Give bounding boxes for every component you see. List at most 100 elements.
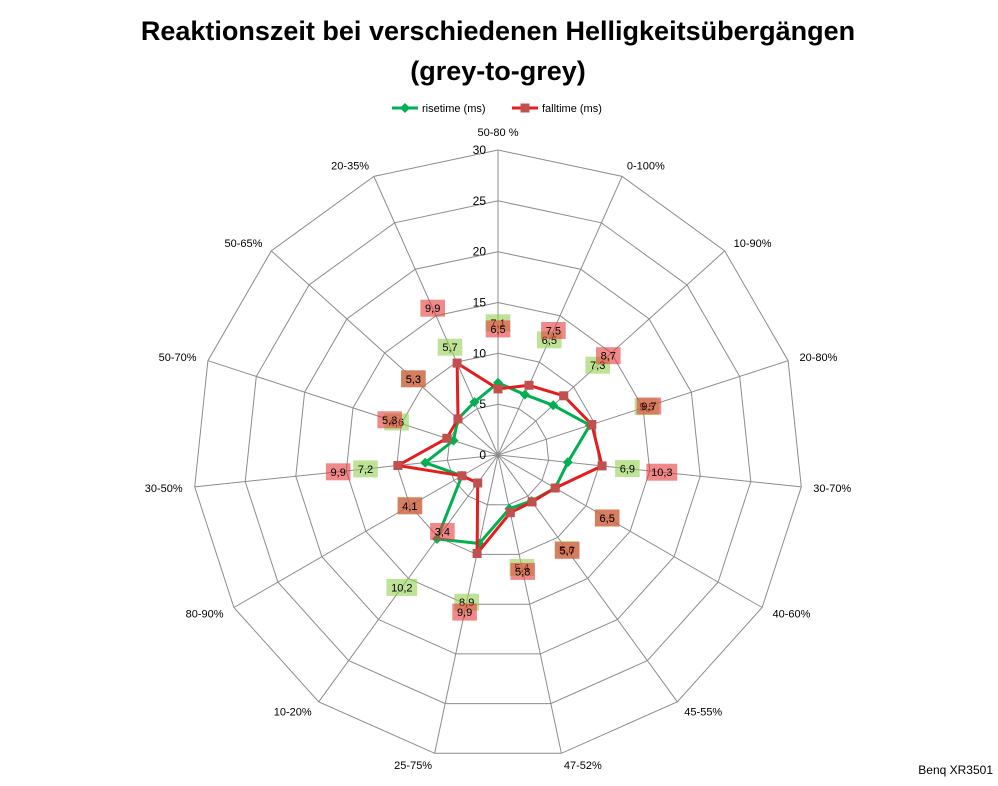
data-label-box xyxy=(401,370,426,388)
data-label-falltime: 4,1 xyxy=(397,497,423,515)
data-point-falltime xyxy=(453,414,463,424)
data-label-box xyxy=(377,411,402,429)
data-label-box xyxy=(397,497,423,515)
grid-ring xyxy=(194,149,802,754)
data-label-value: 4,1 xyxy=(402,501,417,513)
legend-item-risetime: risetime (ms) xyxy=(392,103,486,115)
data-point-risetime xyxy=(548,400,559,411)
data-labels: 7,16,57,39,56,96,55,65,48,910,24,17,24,6… xyxy=(325,299,678,621)
data-label-falltime: 5,3 xyxy=(401,370,426,388)
data-label-box xyxy=(636,397,662,415)
grid-spoke xyxy=(233,454,499,608)
data-label-box xyxy=(386,578,418,596)
data-label-box xyxy=(615,460,640,478)
category-label: 50-70% xyxy=(159,352,197,364)
category-label: 10-90% xyxy=(734,238,772,250)
data-point-falltime xyxy=(473,478,483,488)
category-label: 47-52% xyxy=(564,760,602,772)
data-point-falltime xyxy=(452,358,462,368)
series-falltime xyxy=(393,358,607,558)
data-point-falltime xyxy=(550,483,560,493)
data-label-box xyxy=(555,541,580,559)
radial-tick-label: 10 xyxy=(473,346,487,360)
data-point-falltime xyxy=(524,380,534,390)
data-point-risetime xyxy=(562,457,573,468)
data-label-value: 10,2 xyxy=(391,582,412,594)
data-label-falltime: 6,5 xyxy=(594,509,620,527)
grid-ring xyxy=(396,352,600,555)
data-label-box xyxy=(353,460,378,478)
radial-tick-label: 20 xyxy=(473,245,487,259)
data-label-falltime: 5,7 xyxy=(555,541,580,559)
data-label-value: 9,7 xyxy=(641,401,656,413)
data-label-value: 9,9 xyxy=(457,607,472,619)
data-point-risetime xyxy=(519,389,530,400)
data-label-risetime: 7,2 xyxy=(353,460,378,478)
data-label-box xyxy=(594,509,620,527)
category-label: 0-100% xyxy=(627,160,665,172)
category-label: 20-35% xyxy=(331,160,369,172)
data-label-box xyxy=(485,320,511,338)
radial-tick-label: 0 xyxy=(479,448,486,462)
data-point-falltime xyxy=(493,384,503,394)
category-label: 50-65% xyxy=(224,238,262,250)
category-label: 80-90% xyxy=(186,609,224,621)
radar-grid xyxy=(194,149,802,754)
data-label-box xyxy=(325,463,351,481)
data-label-box xyxy=(646,463,678,481)
category-label: 10-20% xyxy=(274,707,312,719)
data-label-falltime: 8,7 xyxy=(596,347,621,365)
data-label-value: 9,9 xyxy=(331,467,346,479)
legend-label-falltime: falltime (ms) xyxy=(542,103,602,115)
series-line-risetime xyxy=(423,381,592,545)
data-point-falltime xyxy=(393,461,403,470)
data-point-falltime xyxy=(559,391,569,401)
data-label-falltime: 9,7 xyxy=(636,397,662,415)
data-label-value: 5,7 xyxy=(442,342,457,354)
data-label-falltime: 9,9 xyxy=(325,463,351,481)
grid-spoke xyxy=(497,176,623,456)
square-marker-icon xyxy=(520,103,530,113)
data-label-value: 6,5 xyxy=(490,324,505,336)
category-label: 25-75% xyxy=(394,760,432,772)
category-label: 45-55% xyxy=(684,707,722,719)
data-label-box xyxy=(430,523,455,540)
radial-tick-labels: 0 5 10 15 20 25 30 xyxy=(473,143,487,462)
category-labels: 50-80 % 0-100% 10-90% 20-80% 30-70% 40-60% 45-… xyxy=(145,127,852,772)
data-point-falltime xyxy=(457,471,467,481)
radial-tick-label: 30 xyxy=(473,143,487,157)
series-line-falltime xyxy=(396,361,604,555)
data-label-risetime: 10,2 xyxy=(386,578,418,596)
data-point-falltime xyxy=(505,508,515,518)
category-label: 50-80 % xyxy=(478,127,519,139)
series-risetime xyxy=(420,377,595,549)
data-label-box xyxy=(437,338,463,356)
legend-item-falltime: falltime (ms) xyxy=(512,103,602,115)
category-label: 30-50% xyxy=(145,483,183,495)
annotation: Benq XR3501 xyxy=(918,763,993,777)
data-point-falltime xyxy=(597,461,607,471)
data-label-value: 7,5 xyxy=(546,326,561,338)
data-point-falltime xyxy=(587,420,597,429)
grid-spoke xyxy=(318,454,499,703)
data-label-value: 10,3 xyxy=(651,467,672,479)
data-point-falltime xyxy=(442,433,452,443)
data-label-falltime: 5,8 xyxy=(510,562,535,580)
data-label-box xyxy=(510,562,535,580)
chart-title-line-2: (grey-to-grey) xyxy=(410,56,586,86)
data-point-risetime xyxy=(469,397,480,408)
data-label-box xyxy=(452,603,477,621)
legend-label-risetime: risetime (ms) xyxy=(422,103,486,115)
data-point-risetime xyxy=(420,457,431,468)
data-label-value: 9,9 xyxy=(425,303,440,315)
data-label-value: 8,7 xyxy=(601,351,616,363)
grid-spoke xyxy=(497,454,678,703)
category-label: 30-70% xyxy=(813,483,851,495)
data-label-falltime: 7,5 xyxy=(541,322,566,339)
data-label-falltime: 10,3 xyxy=(646,463,678,481)
chart-title-line-1: Reaktionszeit bei verschiedenen Helligke… xyxy=(141,16,855,46)
radial-tick-label: 5 xyxy=(479,397,486,411)
data-label-risetime: 5,7 xyxy=(437,338,463,356)
